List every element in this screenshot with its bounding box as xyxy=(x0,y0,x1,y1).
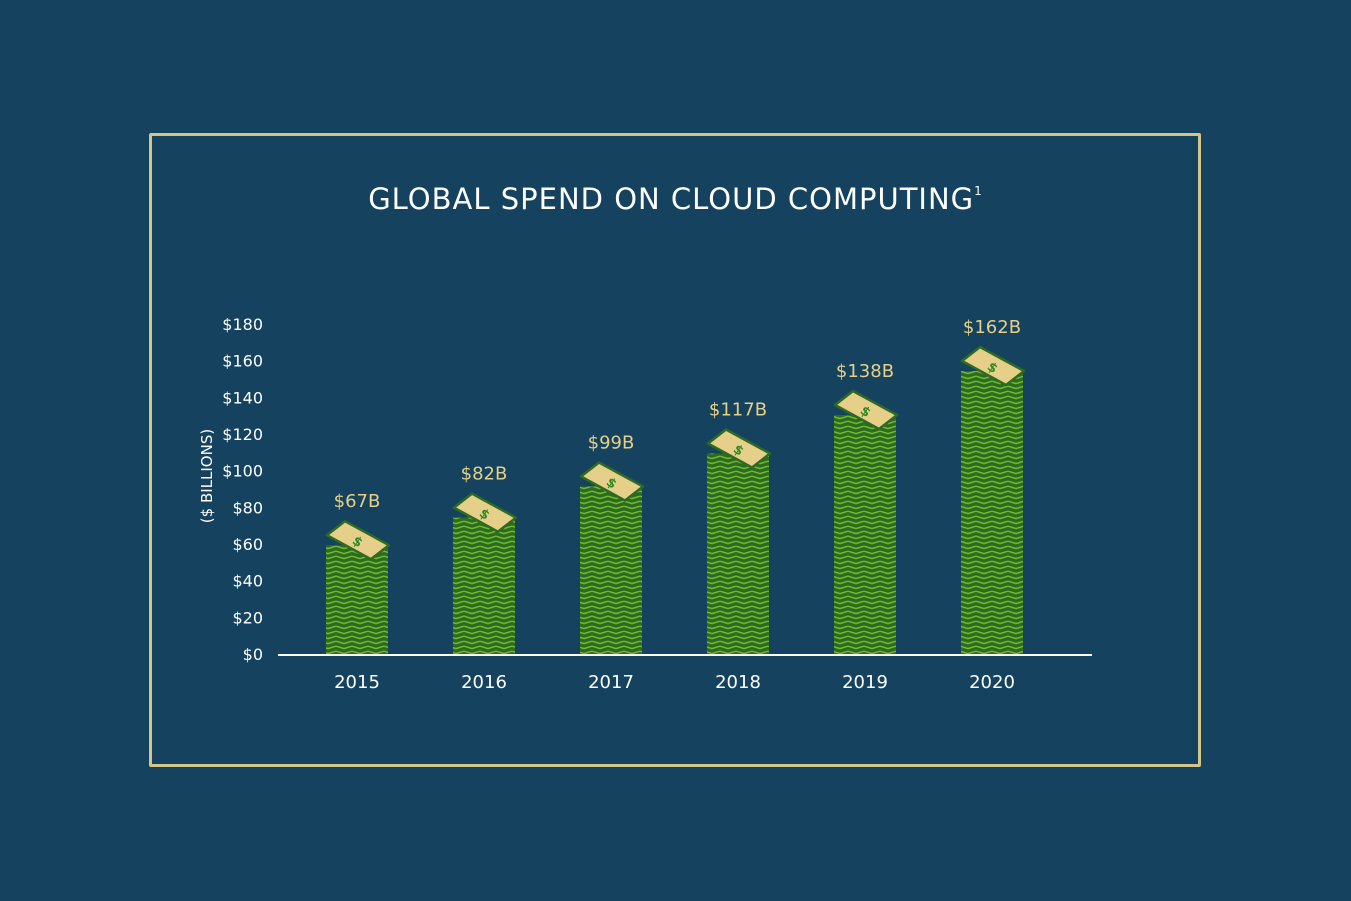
y-tick-label: $60 xyxy=(232,535,263,554)
dollar-bill-icon xyxy=(833,389,899,431)
data-label: $67B xyxy=(334,491,381,512)
data-label: $138B xyxy=(836,361,894,382)
y-tick-label: $160 xyxy=(222,352,263,371)
bar xyxy=(453,517,515,654)
x-tick-label: 2018 xyxy=(715,672,761,693)
data-label: $82B xyxy=(461,464,508,485)
dollar-bill-icon xyxy=(452,492,518,533)
bar-group: $$162B xyxy=(960,317,1026,654)
data-label: $117B xyxy=(709,400,767,421)
x-tick-label: 2020 xyxy=(969,672,1015,693)
y-tick-label: $140 xyxy=(222,388,263,407)
x-tick-label: 2019 xyxy=(842,672,888,693)
x-tick-label: 2015 xyxy=(334,672,380,693)
bar-group: $$138B xyxy=(833,361,899,654)
bar xyxy=(834,415,896,654)
bar-group: $$82B xyxy=(452,464,518,654)
chart-frame xyxy=(149,133,1201,767)
bars: $$67B $$82B $$99B $$117B $$138B $$162B xyxy=(325,317,1026,654)
dollar-bill-icon xyxy=(706,428,772,469)
x-tick-label: 2017 xyxy=(588,672,634,693)
chart-title: GLOBAL SPEND ON CLOUD COMPUTING1 xyxy=(0,182,1351,216)
y-tick-label: $0 xyxy=(243,645,263,664)
y-tick-label: $80 xyxy=(232,498,263,517)
bar-group: $$99B xyxy=(579,433,645,654)
x-axis: 2015 2016 2017 2018 2019 2020 xyxy=(278,654,1092,693)
bar xyxy=(961,371,1023,654)
y-axis: $0 $20 $40 $60 $80 $100 $120 $140 $160 $180 xyxy=(222,315,263,664)
bar-group: $$67B xyxy=(325,491,391,654)
y-tick-label: $100 xyxy=(222,462,263,481)
y-axis-label: ($ BILLIONS) xyxy=(198,429,216,523)
bar xyxy=(326,545,388,654)
data-label: $162B xyxy=(963,317,1021,338)
y-tick-label: $20 xyxy=(232,608,263,627)
dollar-bill-icon xyxy=(579,461,645,502)
bar-group: $$117B xyxy=(706,400,772,654)
y-tick-label: $120 xyxy=(222,425,263,444)
dollar-bill-icon xyxy=(325,519,391,561)
data-label: $99B xyxy=(588,433,635,454)
y-tick-label: $40 xyxy=(232,572,263,591)
bar xyxy=(707,453,769,654)
y-tick-label: $180 xyxy=(222,315,263,334)
title-footnote: 1 xyxy=(974,184,983,198)
chart-title-text: GLOBAL SPEND ON CLOUD COMPUTING xyxy=(368,182,975,216)
x-tick-label: 2016 xyxy=(461,672,507,693)
bar xyxy=(580,486,642,654)
dollar-bill-icon xyxy=(960,345,1026,387)
